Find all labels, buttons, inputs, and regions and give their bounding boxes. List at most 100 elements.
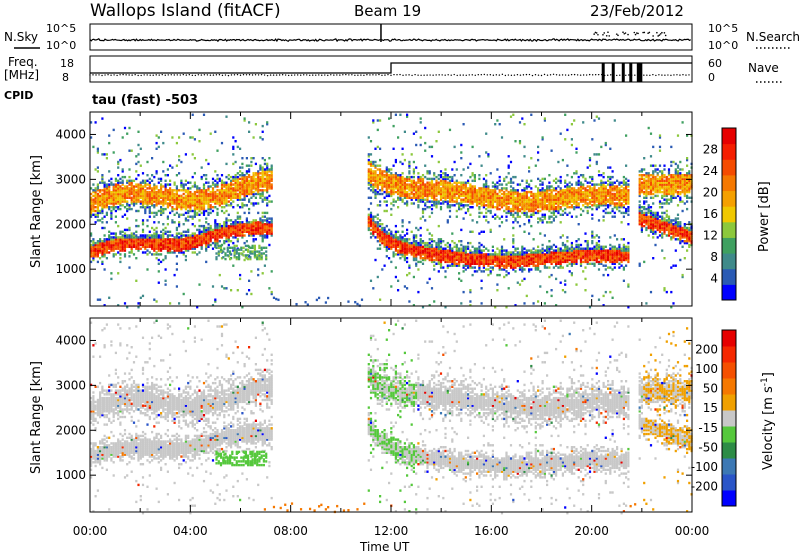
- echo-cell: [193, 245, 196, 248]
- nave-dot: [315, 74, 317, 76]
- echo-cell: [225, 209, 228, 213]
- echo-cell: [207, 232, 210, 235]
- echo-cell: [132, 185, 136, 188]
- echo-cell: [232, 189, 235, 192]
- echo-cell: [128, 190, 131, 194]
- echo-cell: [478, 258, 481, 262]
- echo-cell: [108, 238, 111, 241]
- echo-cell: [548, 215, 551, 218]
- echo-cell: [559, 251, 562, 254]
- date-title: 23/Feb/2012: [590, 2, 684, 20]
- echo-cell: [250, 292, 253, 296]
- echo-cell: [485, 192, 488, 196]
- echo-cell: [494, 206, 497, 209]
- echo-cell: [248, 192, 251, 196]
- echo-cell: [252, 230, 255, 233]
- echo-cell: [512, 221, 515, 224]
- echo-cell: [173, 183, 176, 186]
- echo-cell: [388, 236, 391, 239]
- echo-cell: [473, 196, 476, 199]
- echo-cell: [225, 223, 228, 226]
- echo-cell: [460, 228, 463, 232]
- echo-cell: [263, 158, 266, 162]
- echo-cell: [151, 192, 154, 196]
- echo-cell: [128, 255, 131, 258]
- echo-cell: [397, 206, 400, 209]
- echo-cell: [263, 183, 266, 186]
- echo-cell: [460, 257, 463, 260]
- echo-cell: [236, 145, 239, 149]
- echo-cell: [171, 202, 174, 205]
- echo-cell: [462, 183, 465, 186]
- echo-cell: [566, 183, 569, 186]
- echo-cell: [439, 194, 443, 198]
- echo-cell: [372, 228, 375, 232]
- echo-cell: [180, 185, 183, 188]
- echo-cell: [446, 260, 449, 264]
- echo-cell: [191, 198, 194, 201]
- echo-cell: [369, 217, 373, 220]
- nave-dot: [402, 74, 404, 77]
- echo-cell: [372, 234, 375, 237]
- echo-cell: [270, 224, 273, 228]
- echo-cell: [467, 253, 470, 256]
- echo-cell: [117, 236, 120, 239]
- echo-cell: [575, 151, 578, 154]
- echo-cell: [406, 243, 409, 247]
- echo-cell: [173, 194, 176, 198]
- echo-cell: [512, 200, 515, 203]
- echo-cell: [171, 247, 174, 250]
- echo-cell: [99, 209, 102, 213]
- nave-dot: [363, 74, 365, 77]
- echo-cell: [424, 183, 427, 186]
- echo-cell: [155, 198, 158, 201]
- echo-cell: [245, 185, 248, 188]
- echo-cell: [151, 187, 154, 190]
- echo-cell: [410, 183, 413, 186]
- nave-dot: [543, 73, 546, 76]
- echo-cell: [99, 190, 102, 194]
- echo-cell: [92, 145, 95, 149]
- echo-cell: [103, 189, 106, 192]
- echo-cell: [376, 230, 379, 233]
- echo-cell: [137, 160, 140, 164]
- echo-cell: [412, 304, 415, 307]
- echo-cell: [403, 183, 406, 186]
- echo-cell: [433, 251, 436, 254]
- echo-cell: [178, 241, 181, 245]
- echo-cell: [259, 189, 262, 192]
- echo-cell: [487, 198, 490, 201]
- echo-cell: [566, 189, 569, 192]
- echo-cell: [433, 202, 436, 205]
- echo-cell: [108, 240, 111, 243]
- echo-cell: [505, 273, 508, 277]
- echo-cell: [394, 200, 397, 203]
- echo-cell: [123, 247, 127, 250]
- echo-cell: [207, 187, 210, 190]
- echo-cell: [512, 192, 515, 196]
- echo-cell: [451, 240, 454, 243]
- echo-cell: [374, 221, 377, 224]
- echo-cell: [455, 255, 458, 258]
- echo-cell: [548, 181, 551, 184]
- echo-cell: [482, 190, 485, 194]
- echo-cell: [245, 192, 248, 196]
- echo-cell: [419, 200, 422, 203]
- echo-cell: [254, 232, 257, 235]
- echo-cell: [248, 121, 251, 124]
- echo-cell: [223, 198, 226, 201]
- echo-cell: [144, 185, 147, 188]
- echo-cell: [552, 249, 555, 252]
- echo-cell: [121, 200, 124, 203]
- echo-cell: [482, 185, 485, 188]
- echo-cell: [458, 260, 461, 264]
- echo-cell: [516, 204, 519, 207]
- echo-cell: [448, 183, 452, 186]
- echo-cell: [103, 192, 106, 196]
- echo-cell: [573, 247, 576, 250]
- nave-dot: [333, 74, 335, 76]
- echo-cell: [196, 228, 199, 232]
- echo-cell: [473, 255, 476, 258]
- echo-cell: [121, 245, 124, 248]
- echo-cell: [424, 219, 427, 222]
